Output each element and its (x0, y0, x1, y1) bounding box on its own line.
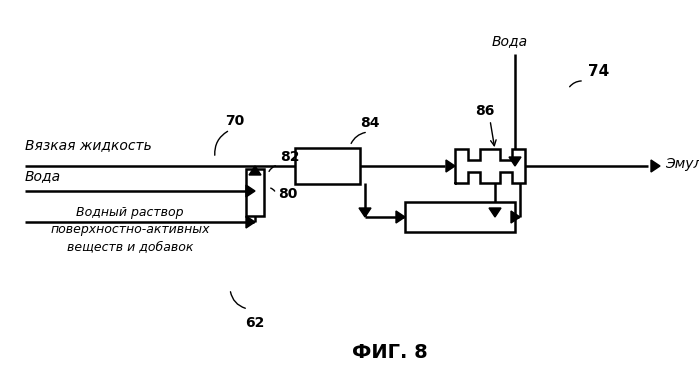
Text: Водный раствор
поверхностно-активных
веществ и добавок: Водный раствор поверхностно-активных вещ… (50, 206, 210, 253)
Text: 80: 80 (278, 187, 297, 202)
Text: 86: 86 (475, 104, 495, 118)
Bar (246, 169, 264, 216)
Polygon shape (511, 211, 520, 223)
Polygon shape (455, 149, 525, 183)
Polygon shape (359, 208, 371, 217)
Polygon shape (651, 160, 660, 172)
Text: ФИГ. 8: ФИГ. 8 (352, 343, 428, 361)
Text: 84: 84 (360, 116, 380, 130)
Polygon shape (249, 166, 261, 175)
Polygon shape (489, 208, 501, 217)
Text: 82: 82 (280, 150, 299, 164)
Polygon shape (446, 160, 455, 172)
Text: Вода: Вода (25, 169, 61, 183)
Polygon shape (509, 157, 521, 166)
Text: 74: 74 (588, 64, 610, 79)
Text: Вязкая жидкость: Вязкая жидкость (25, 138, 152, 152)
Text: Вода: Вода (492, 34, 528, 48)
Bar (405, 202, 515, 232)
Polygon shape (396, 211, 405, 223)
Text: 62: 62 (245, 316, 265, 330)
Text: 70: 70 (225, 114, 245, 128)
Polygon shape (246, 216, 255, 228)
Text: Эмульсия: Эмульсия (665, 157, 699, 171)
Bar (295, 148, 360, 184)
Polygon shape (246, 185, 255, 197)
